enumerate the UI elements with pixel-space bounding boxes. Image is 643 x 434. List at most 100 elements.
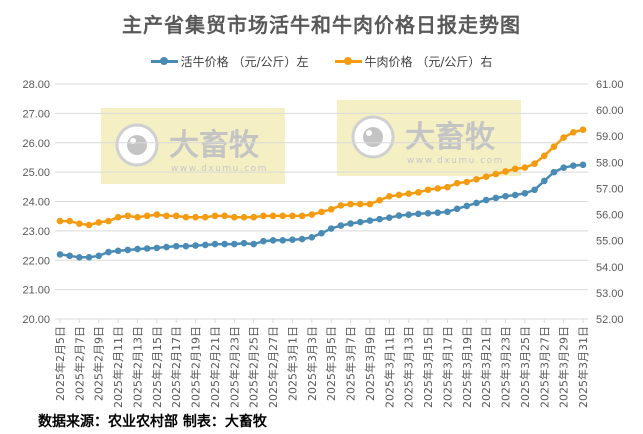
data-point xyxy=(434,185,442,192)
data-point xyxy=(531,160,538,167)
data-point xyxy=(134,245,141,253)
data-point xyxy=(260,212,267,220)
data-point xyxy=(95,219,103,226)
data-point xyxy=(298,235,306,243)
data-point xyxy=(308,211,316,218)
data-point xyxy=(327,206,335,213)
x-tick-label: 2025年2月11日 xyxy=(111,326,125,408)
legend-label: 活牛价格 （元/公斤）左 xyxy=(180,55,309,69)
data-point xyxy=(76,220,83,227)
data-point xyxy=(560,164,567,172)
chart-title: 主产省集贸市场活牛和牛肉价格日报走势图 xyxy=(122,13,521,37)
data-point xyxy=(356,218,364,226)
data-point xyxy=(415,189,422,196)
x-tick-label: 2025年2月25日 xyxy=(247,326,261,408)
data-point xyxy=(66,252,73,260)
x-tick-label: 2025年3月17日 xyxy=(440,326,454,408)
x-tick-label: 2025年3月11日 xyxy=(382,326,396,408)
data-point xyxy=(347,200,354,208)
data-point xyxy=(444,183,451,191)
data-point xyxy=(95,252,103,260)
data-point xyxy=(521,189,529,197)
data-point xyxy=(289,236,296,243)
data-point xyxy=(56,251,64,258)
y-right-tick-label: 59.00 xyxy=(596,131,624,143)
x-tick-label: 2025年2月15日 xyxy=(150,326,164,408)
data-point xyxy=(221,240,228,248)
data-point xyxy=(366,217,374,224)
x-tick-label: 2025年2月19日 xyxy=(189,326,203,408)
data-point xyxy=(85,254,93,261)
y-left-tick-label: 25.00 xyxy=(22,167,50,179)
data-point xyxy=(240,239,248,247)
data-point xyxy=(192,242,199,249)
data-point xyxy=(473,176,480,183)
data-point xyxy=(540,177,548,185)
x-tick-label: 2025年3月3日 xyxy=(305,326,319,401)
x-tick-label: 2025年3月7日 xyxy=(344,326,358,401)
data-point xyxy=(143,212,151,220)
data-point xyxy=(337,222,345,229)
data-point xyxy=(337,202,345,209)
data-point xyxy=(182,213,190,221)
data-point xyxy=(482,173,490,180)
data-point xyxy=(550,143,558,150)
y-right-tick-label: 55.00 xyxy=(596,236,624,248)
data-point xyxy=(260,237,267,245)
data-point xyxy=(240,213,248,221)
data-point xyxy=(531,186,538,194)
x-tick-label: 2025年3月23日 xyxy=(499,326,513,408)
data-point xyxy=(405,211,412,219)
x-tick-label: 2025年3月29日 xyxy=(557,326,571,408)
x-tick-label: 2025年3月19日 xyxy=(460,326,474,408)
svg-text:www.dxumu.com: www.dxumu.com xyxy=(171,164,268,174)
data-point xyxy=(511,165,519,173)
data-point xyxy=(550,168,558,176)
data-point xyxy=(192,213,199,221)
legend-item-live-cattle: 活牛价格 （元/公斤）左 xyxy=(150,53,309,70)
x-tick-label: 2025年2月13日 xyxy=(130,326,144,408)
data-point xyxy=(415,210,422,218)
data-point xyxy=(473,199,480,207)
data-point xyxy=(327,225,335,232)
data-point xyxy=(172,242,180,250)
y-left-tick-label: 20.00 xyxy=(22,314,50,326)
data-point xyxy=(482,196,490,204)
y-left-tick-label: 26.00 xyxy=(22,138,50,150)
y-left-tick-label: 22.00 xyxy=(22,255,50,267)
legend-line-marker-icon xyxy=(334,57,362,65)
data-point xyxy=(182,242,190,250)
data-point xyxy=(434,209,442,216)
data-point xyxy=(579,126,587,133)
data-point xyxy=(105,248,112,256)
data-point xyxy=(318,208,325,216)
y-right-tick-label: 53.00 xyxy=(596,288,624,300)
y-left-tick-label: 27.00 xyxy=(22,108,50,120)
data-point xyxy=(424,186,432,194)
y-right-tick-label: 52.00 xyxy=(596,314,624,326)
data-point xyxy=(201,241,209,249)
source-footer: 数据来源：农业农村部 制表：大畜牧 xyxy=(38,414,267,430)
data-point xyxy=(463,202,471,210)
data-point xyxy=(356,200,364,208)
data-point xyxy=(201,213,209,221)
data-point xyxy=(318,229,325,237)
data-point xyxy=(395,212,403,219)
x-tick-label: 2025年2月23日 xyxy=(227,326,241,408)
y-right-tick-label: 54.00 xyxy=(596,262,624,274)
data-point xyxy=(453,205,461,213)
svg-text:www.dxumu.com: www.dxumu.com xyxy=(407,156,504,166)
legend-item-beef: 牛肉价格 （元/公斤）右 xyxy=(334,53,492,70)
data-point xyxy=(163,212,170,220)
data-point xyxy=(453,179,461,187)
data-point xyxy=(231,240,238,248)
data-point xyxy=(153,244,161,252)
x-tick-label: 2025年2月7日 xyxy=(72,326,86,401)
svg-text:大畜牧: 大畜牧 xyxy=(169,128,260,163)
data-point xyxy=(570,129,577,136)
data-point xyxy=(105,217,112,225)
x-tick-label: 2025年3月15日 xyxy=(421,326,435,408)
